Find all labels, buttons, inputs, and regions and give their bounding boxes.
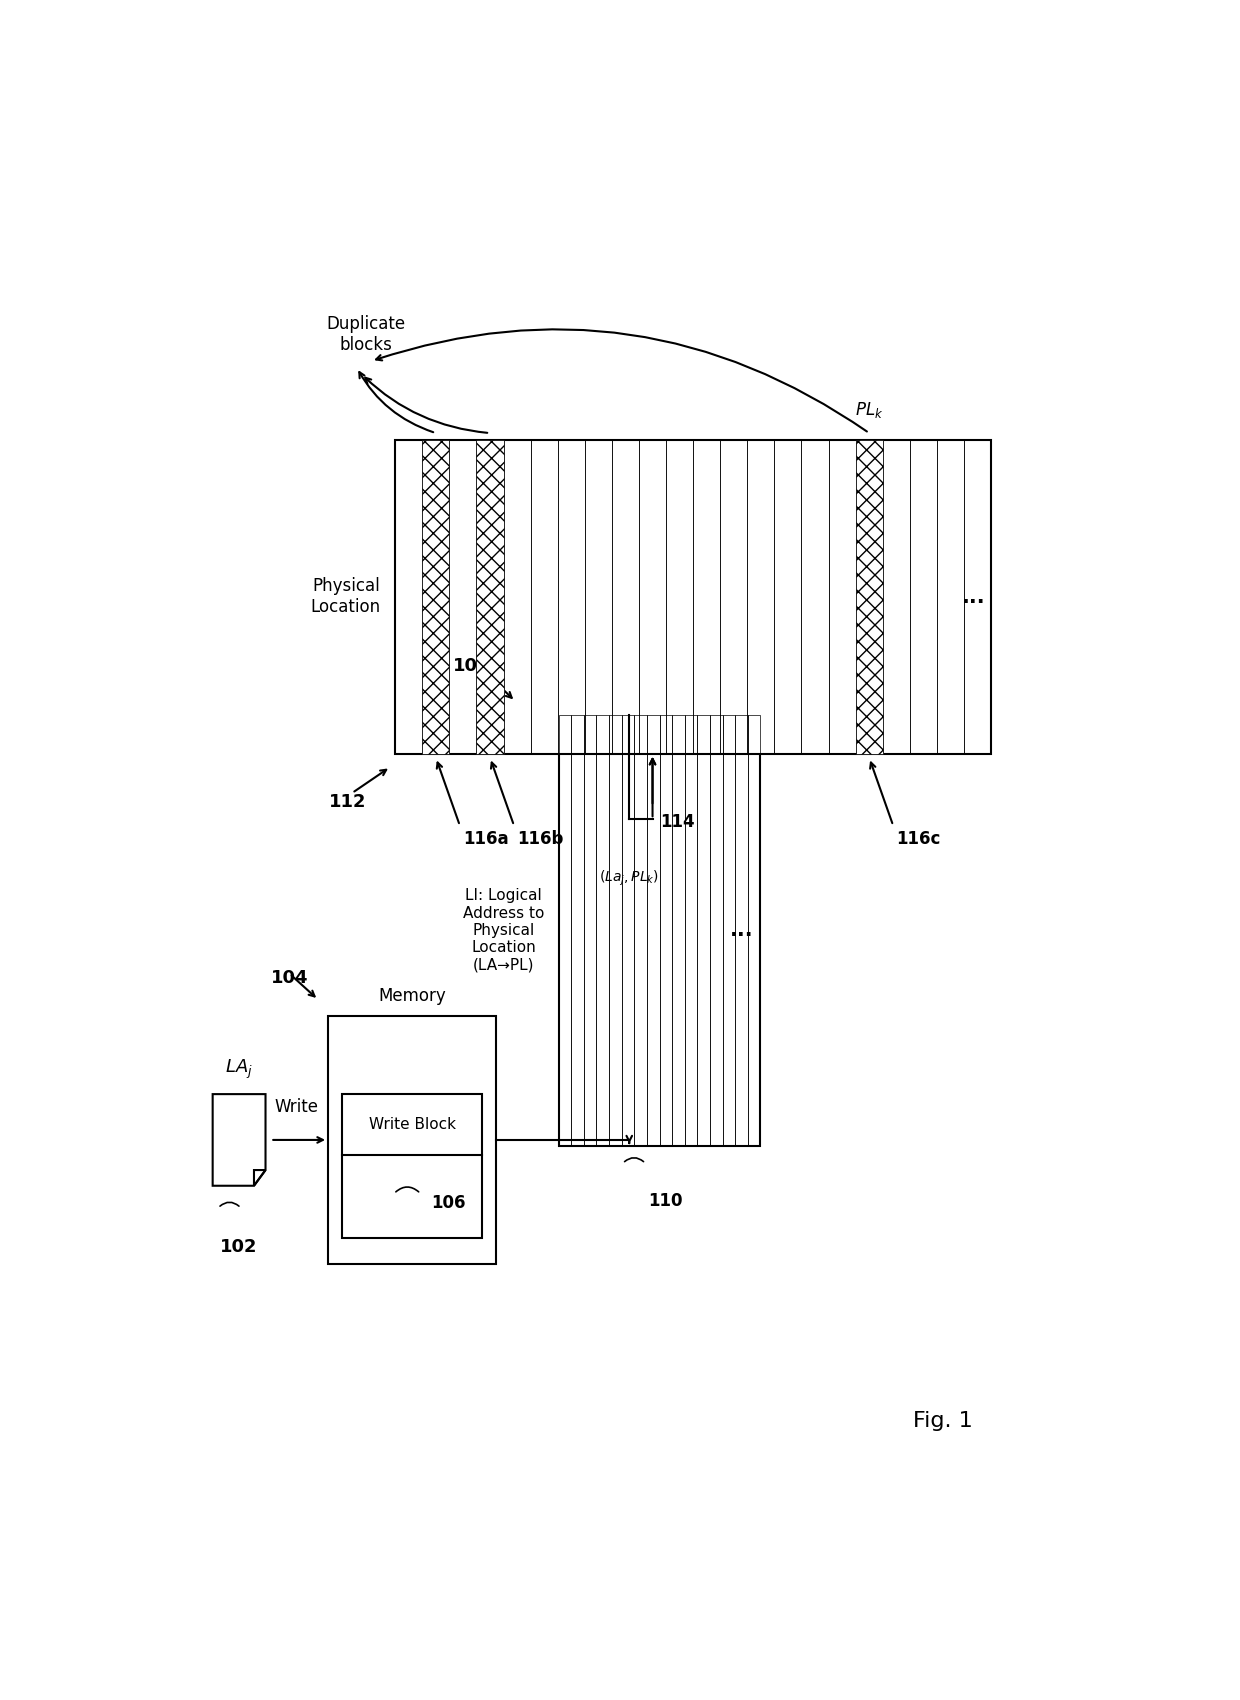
Bar (584, 714, 596, 1146)
Bar (558, 440, 585, 753)
Bar (423, 440, 449, 753)
Bar (775, 440, 801, 753)
Text: 116b: 116b (517, 830, 563, 848)
Bar (396, 440, 423, 753)
Bar (660, 714, 672, 1146)
Bar (748, 440, 775, 753)
Bar (883, 440, 910, 753)
Bar (327, 1015, 496, 1265)
Bar (666, 440, 693, 753)
Bar (423, 440, 449, 753)
Bar (639, 440, 666, 753)
Bar (856, 440, 883, 753)
Text: 108: 108 (454, 658, 491, 675)
Bar (609, 714, 621, 1146)
Text: Fig. 1: Fig. 1 (913, 1411, 973, 1431)
Text: ...: ... (962, 586, 986, 607)
Text: Write Block: Write Block (368, 1117, 455, 1132)
Text: 116a: 116a (463, 830, 508, 848)
Text: LI: Logical
Address to
Physical
Location
(LA→PL): LI: Logical Address to Physical Location… (463, 887, 544, 972)
Bar (585, 440, 611, 753)
Bar (910, 440, 937, 753)
Bar (723, 714, 735, 1146)
Bar (449, 440, 476, 753)
Text: ...: ... (729, 920, 753, 940)
Text: $PL_k$: $PL_k$ (856, 400, 883, 420)
Bar (748, 714, 760, 1146)
Bar (963, 440, 991, 753)
Bar (611, 440, 639, 753)
Bar (396, 440, 991, 753)
Text: 110: 110 (649, 1192, 683, 1210)
Bar (558, 714, 572, 1146)
Bar (572, 714, 584, 1146)
Text: 102: 102 (221, 1238, 258, 1256)
Bar (684, 714, 697, 1146)
Bar (476, 440, 503, 753)
Bar (856, 440, 883, 753)
Bar (476, 440, 503, 753)
Text: Duplicate
blocks: Duplicate blocks (327, 316, 405, 354)
Bar (693, 440, 720, 753)
Text: Write: Write (275, 1098, 319, 1117)
Text: 114: 114 (660, 813, 694, 831)
Text: 104: 104 (270, 969, 309, 986)
Bar (937, 440, 963, 753)
Bar (558, 714, 760, 1146)
Bar (596, 714, 609, 1146)
Text: Memory: Memory (378, 988, 446, 1005)
Bar (801, 440, 828, 753)
Text: 116c: 116c (897, 830, 940, 848)
Bar (621, 714, 635, 1146)
Bar (697, 714, 711, 1146)
Text: Physical
Location: Physical Location (311, 578, 381, 615)
Text: $(La_j, PL_k)$: $(La_j, PL_k)$ (599, 869, 660, 889)
Bar (735, 714, 748, 1146)
Bar (503, 440, 531, 753)
Text: $LA_j$: $LA_j$ (226, 1057, 253, 1081)
Bar (711, 714, 723, 1146)
Bar (672, 714, 684, 1146)
Bar (342, 1095, 481, 1238)
Bar (647, 714, 660, 1146)
Bar (720, 440, 748, 753)
Bar (828, 440, 856, 753)
Text: 112: 112 (329, 794, 366, 811)
Text: 106: 106 (432, 1193, 466, 1212)
Bar (531, 440, 558, 753)
Bar (635, 714, 647, 1146)
